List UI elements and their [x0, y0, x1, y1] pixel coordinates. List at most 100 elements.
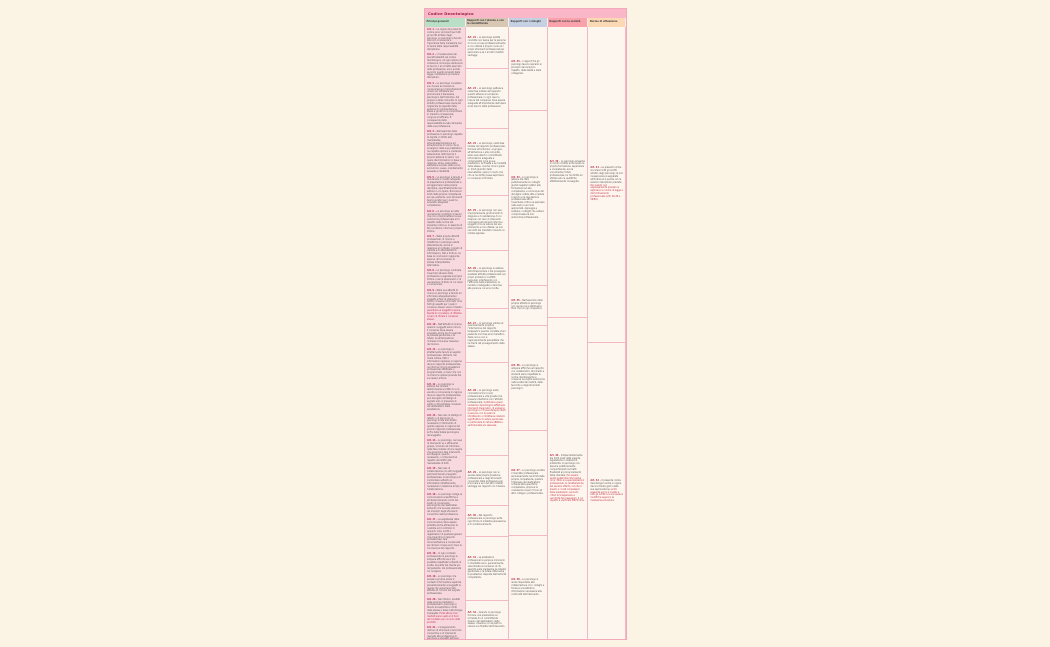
article-number: Art. 36 – [511, 364, 523, 368]
article-text: Indipendentemente dai limiti posti dalla… [549, 453, 583, 477]
article-text: Le presenti norme vincolano tutti gli is… [590, 166, 623, 184]
article-number: Art. 7 – [427, 235, 437, 239]
article-text: Le regole del presente codice sono vinco… [427, 28, 462, 52]
article-text: Lo psicologo, nel caso di intervento su … [427, 439, 463, 466]
article-paragraph: Art. 40 – Indipendentemente dai limiti p… [549, 453, 586, 504]
article-text: Nell'esercizio della propria attività lo… [511, 298, 543, 311]
article-paragraph: Art. 34 – Lo psicologo si astiene dal da… [511, 176, 545, 220]
article-cell-22: Art. 22 – Lo psicologo adotta condotte n… [465, 27, 509, 69]
article-text: Lo psicologo considera suo dovere accres… [427, 81, 463, 128]
article-text: Lo psicologo accetta unicamente condizio… [427, 209, 463, 233]
article-paragraph: Art. 32 – Quando lo psicologo fornisce u… [468, 611, 507, 629]
article-paragraph: Art. 39 – Lo psicologo presenta in modo … [549, 159, 586, 184]
article-text-highlight: Evita altresì che i risultati siano usat… [427, 611, 461, 624]
article-paragraph: Art. 23 – Lo psicologo pattuisce nella f… [468, 88, 507, 108]
article-text: Lo psicologo si adopera affinché nel rap… [511, 364, 545, 390]
article-number: Art. 17 – [427, 518, 439, 522]
article-number: Art. 30 – [467, 514, 479, 518]
article-cell-27: Art. 27 – Lo psicologo valuta ed eventua… [465, 309, 509, 363]
article-text-highlight: Può essere svolta pubblicità informativa… [549, 473, 585, 503]
column-header-rapporti-societa: Rapporti con la società [547, 18, 589, 27]
column-header-label: Rapporti con i colleghi [510, 20, 541, 24]
article-paragraph: Art. 15 – Nel caso di collaborazione con… [427, 468, 463, 491]
article-number: Art. 31 – [467, 556, 479, 560]
article-paragraph: Art. 3 – Lo psicologo considera suo dove… [427, 81, 463, 129]
article-paragraph: Art. 5 – Lo psicologo è tenuto a mantene… [427, 175, 463, 208]
article-number: Art. 40 – [549, 453, 561, 457]
article-text: Lo psicologo si rende disponibile alla c… [511, 578, 545, 596]
article-cell-40: Art. 40 – Indipendentemente dai limiti p… [547, 318, 588, 639]
article-number: Art. 19 – [427, 575, 439, 579]
article-cell-30: Art. 30 – Nel rapporto professionale lo … [465, 506, 509, 537]
article-number: Art. 42 – [590, 479, 602, 483]
article-text: Lo psicologo contrasta l'esercizio abusi… [427, 269, 463, 287]
article-text-highlight: Costituisce grave violazione deontologic… [467, 400, 506, 427]
article-number: Art. 16 – [427, 492, 439, 496]
article-number: Art. 12 – [427, 382, 439, 386]
article-number: Art. 20 – [427, 597, 439, 601]
article-number: Art. 39 – [549, 159, 561, 163]
article-text-highlight: Per quanto non espressamente previsto si… [590, 183, 623, 201]
column-header-label: Norme di attuazione [589, 20, 618, 24]
article-paragraph: Art. 21 – L'insegnamento dell'uso di str… [427, 626, 463, 640]
column-header-rapporti-utenza: Rapporti con l'utenza e con la committen… [465, 18, 510, 27]
article-number: Art. 27 – [467, 321, 479, 325]
article-text: Nel caso di collaborazione con altri sog… [427, 467, 463, 491]
article-text: In ogni contesto professionale lo psicol… [427, 552, 462, 573]
article-text-highlight: entro sessanta giorni è inviato a tutti … [590, 487, 623, 503]
article-number: Art. 15 – [427, 467, 439, 471]
article-paragraph: Art. 41 – Le presenti norme vincolano tu… [590, 166, 623, 201]
article-paragraph: Art. 18 – In ogni contesto professionale… [427, 553, 463, 573]
article-text: La segretezza delle comunicazioni deve e… [427, 518, 462, 551]
article-text: Nel caso di obbligo di referto o di denu… [427, 413, 462, 437]
article-paragraph: Art. 36 – Lo psicologo si adopera affinc… [511, 364, 545, 391]
article-cell-36: Art. 36 – Lo psicologo si adopera affinc… [509, 326, 547, 431]
article-text: Lo psicologo accetta il mandato professi… [511, 469, 545, 495]
table-title: Codice Deontologico [428, 11, 474, 16]
article-paragraph: Art. 28 – Lo psicologo evita commistioni… [467, 389, 507, 427]
article-text: L'inosservanza dei precetti stabiliti ne… [427, 53, 463, 80]
article-text: Lo psicologo che presta la propria opera… [427, 575, 462, 596]
article-text: L'insegnamento dell'uso di strumenti e t… [427, 626, 462, 640]
article-cell-35: Art. 35 – Nell'esercizio della propria a… [509, 286, 547, 326]
article-paragraph: Art. 4 – Nell'esercizio della profession… [427, 130, 463, 174]
article-paragraph: Art. 7 – Nelle proprie attività professi… [427, 235, 463, 267]
article-text: Nella sua attività di ricerca lo psicolo… [427, 288, 463, 310]
table-title-bar: Codice Deontologico [425, 9, 626, 18]
article-paragraph: Art. 1 – Le regole del presente codice s… [427, 28, 463, 52]
column-header-principi-generali: Principi generali [425, 18, 466, 27]
article-paragraph: Art. 30 – Nel rapporto professionale lo … [467, 514, 507, 526]
article-cell-34: Art. 34 – Lo psicologo si astiene dal da… [509, 111, 547, 286]
article-paragraph: Art. 6 – Lo psicologo accetta unicamente… [427, 209, 463, 234]
article-number: Art. 23 – [467, 87, 479, 91]
article-text: Lo psicologo adotta condotte non lesive … [467, 36, 506, 57]
article-paragraph: Art. 16 – Lo psicologo redige le comunic… [427, 492, 463, 517]
article-cell-33: Art. 33 – I rapporti fra gli psicologi d… [509, 27, 547, 111]
article-cell-37: Art. 37 – Lo psicologo accetta il mandat… [509, 431, 547, 536]
article-number: Art. 24 – [467, 142, 479, 146]
article-paragraph: Art. 31 – Le prestazioni professionali a… [467, 556, 507, 580]
article-number: Art. 22 – [467, 36, 479, 40]
column-header-rapporti-colleghi: Rapporti con i colleghi [509, 18, 548, 27]
article-cell-28: Art. 28 – Lo psicologo evita commistioni… [465, 363, 509, 456]
article-number: Art. 33 – [511, 60, 523, 64]
article-text: Lo psicologo è tenuto a mantenere un liv… [427, 175, 463, 208]
article-paragraph: Art. 12 – Lo psicologo si astiene dal re… [427, 382, 463, 413]
table-body: Art. 1 – Le regole del presente codice s… [425, 27, 626, 640]
article-number: Art. 28 – [467, 389, 479, 393]
article-text: Lo psicologo non si avvale della propria… [467, 470, 506, 489]
article-text: Lo psicologo redige le comunicazioni sci… [427, 492, 462, 516]
article-text: Lo psicologo evita commistioni tra il ru… [467, 389, 503, 404]
column-principi-generali: Art. 1 – Le regole del presente codice s… [425, 27, 466, 640]
article-text: Il presente codice deontologico entra in… [590, 479, 622, 491]
article-cell-38: Art. 38 – Lo psicologo si rende disponib… [509, 536, 547, 639]
article-cell-41: Art. 41 – Le presenti norme vincolano tu… [588, 27, 626, 343]
article-cell-23: Art. 23 – Lo psicologo pattuisce nella f… [465, 69, 509, 129]
column-header-label: Principi generali [426, 20, 449, 24]
article-paragraph: Art. 20 – Nel riferire i risultati delle… [427, 597, 463, 625]
table-header-row: Principi generali Rapporti con l'utenza … [425, 18, 626, 27]
article-text: Lo psicologo è strettamente tenuto al se… [427, 348, 462, 381]
article-cell-31: Art. 31 – Le prestazioni professionali a… [465, 537, 509, 601]
article-number: Art. 5 – [427, 175, 437, 179]
column-rapporti-societa: Art. 39 – Lo psicologo presenta in modo … [547, 27, 589, 639]
